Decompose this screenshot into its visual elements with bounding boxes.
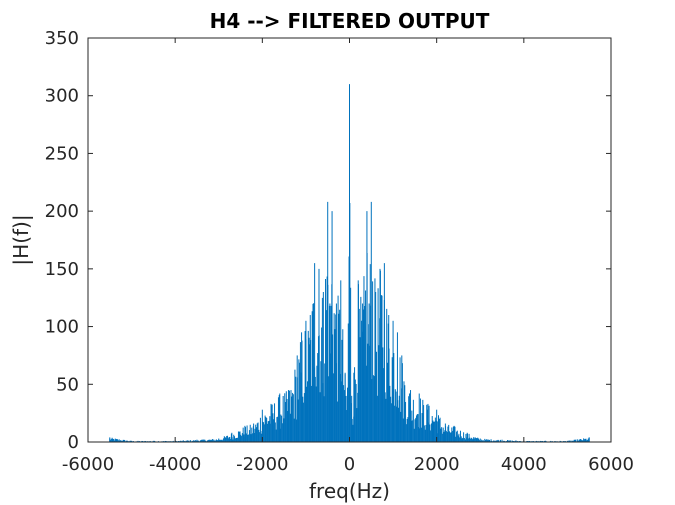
y-axis-label: |H(f)| — [9, 214, 33, 265]
x-axis: -6000 -4000 -2000 0 2000 4000 6000 — [62, 38, 634, 475]
x-tick-label: 4000 — [501, 454, 547, 475]
x-tick-label: -4000 — [149, 454, 201, 475]
y-tick-label: 350 — [45, 28, 79, 49]
y-tick-label: 300 — [45, 86, 79, 107]
x-axis-label: freq(Hz) — [309, 479, 390, 503]
x-tick-label: 2000 — [414, 454, 460, 475]
x-tick-label: -2000 — [236, 454, 288, 475]
x-tick-label: 0 — [344, 454, 355, 475]
y-tick-label: 200 — [45, 201, 79, 222]
y-tick-label: 0 — [68, 432, 79, 453]
chart-title: H4 --> FILTERED OUTPUT — [210, 9, 490, 33]
plot-area — [87, 37, 612, 443]
spectrum-series — [109, 84, 590, 442]
x-tick-label: -6000 — [62, 454, 114, 475]
y-tick-label: 100 — [45, 317, 79, 338]
y-tick-label: 150 — [45, 259, 79, 280]
y-tick-label: 250 — [45, 143, 79, 164]
y-axis: 0 50 100 150 200 250 300 350 — [45, 28, 611, 453]
x-tick-label: 6000 — [588, 454, 634, 475]
y-tick-label: 50 — [56, 374, 79, 395]
